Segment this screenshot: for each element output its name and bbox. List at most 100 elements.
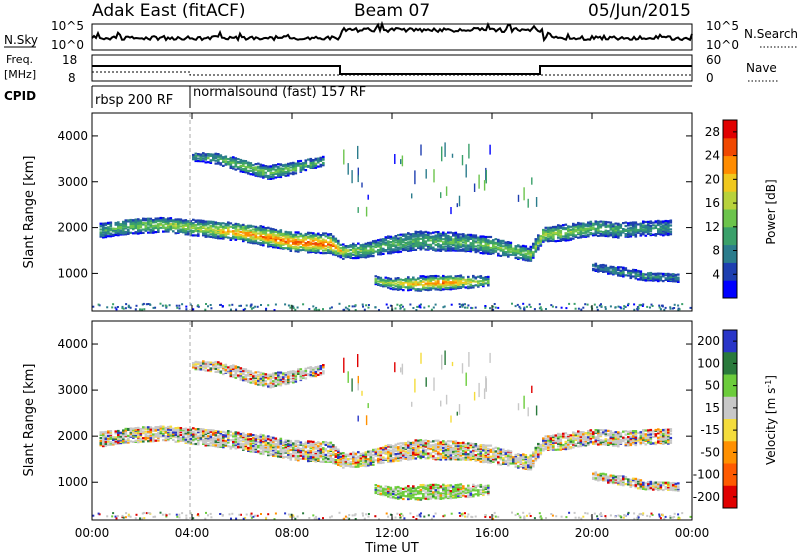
power-cell bbox=[457, 282, 460, 285]
power-cell bbox=[247, 238, 250, 241]
power-cell bbox=[312, 233, 315, 236]
velocity-cell bbox=[327, 454, 330, 458]
power-cell bbox=[579, 233, 583, 236]
power-cell bbox=[189, 225, 193, 228]
power-cell bbox=[234, 232, 238, 235]
power-cell bbox=[317, 243, 320, 246]
power-cell bbox=[277, 241, 280, 244]
velocity-cell bbox=[494, 458, 498, 461]
power-cell bbox=[407, 241, 410, 244]
velocity-cell bbox=[207, 439, 210, 442]
power-cell bbox=[139, 223, 143, 226]
velocity-cell bbox=[509, 462, 513, 465]
velocity-cell bbox=[417, 443, 420, 446]
power-cell bbox=[467, 304, 470, 307]
velocity-cell bbox=[437, 442, 440, 445]
power-cell bbox=[619, 230, 623, 233]
velocity-cell bbox=[459, 442, 463, 445]
power-cell bbox=[247, 241, 250, 244]
power-cell bbox=[152, 231, 155, 234]
power-cell bbox=[314, 233, 318, 236]
power-cell bbox=[389, 241, 393, 244]
power-cell bbox=[169, 227, 173, 230]
power-cell bbox=[369, 246, 373, 249]
velocity-cell bbox=[319, 448, 323, 451]
power-cell bbox=[154, 217, 158, 220]
power-cell bbox=[317, 245, 320, 248]
power-cell bbox=[529, 248, 533, 251]
power-cell bbox=[454, 249, 458, 252]
velocity-cell bbox=[287, 441, 290, 444]
power-cell bbox=[357, 167, 359, 177]
power-cell bbox=[487, 247, 490, 250]
power-cell bbox=[502, 242, 505, 245]
power-cell bbox=[287, 170, 290, 173]
power-cell bbox=[597, 264, 600, 268]
velocity-cell bbox=[339, 464, 343, 467]
power-cell bbox=[337, 248, 340, 251]
power-cell bbox=[289, 233, 293, 236]
power-cell bbox=[317, 159, 320, 162]
velocity-cell bbox=[397, 456, 400, 459]
power-cell bbox=[297, 248, 300, 252]
power-cell bbox=[434, 283, 438, 286]
power-cell bbox=[472, 279, 475, 282]
power-cell bbox=[433, 169, 435, 183]
power-cell bbox=[502, 252, 505, 255]
power-cell bbox=[262, 229, 265, 232]
velocity-cell bbox=[344, 457, 348, 460]
power-cell bbox=[252, 166, 255, 170]
velocity-cell bbox=[469, 445, 473, 448]
power-cell bbox=[429, 275, 433, 278]
power-cell bbox=[632, 271, 635, 274]
velocity-cell bbox=[214, 442, 218, 445]
power-cell bbox=[247, 234, 250, 237]
power-cell bbox=[212, 153, 215, 156]
power-cell bbox=[552, 237, 555, 240]
power-cell bbox=[442, 234, 445, 237]
power-cell bbox=[647, 227, 650, 230]
power-cell bbox=[444, 282, 448, 285]
station-title: Adak East (fitACF) bbox=[92, 1, 246, 21]
power-cell bbox=[117, 230, 120, 234]
power-cell bbox=[224, 158, 228, 161]
velocity-cell bbox=[237, 437, 240, 440]
power-cell bbox=[292, 166, 295, 169]
velocity-cell bbox=[254, 448, 258, 451]
power-cell bbox=[232, 230, 235, 233]
power-cell bbox=[487, 252, 490, 255]
velocity-cell bbox=[167, 425, 170, 429]
power-cell bbox=[414, 248, 418, 251]
power-cell bbox=[437, 232, 440, 235]
velocity-cell bbox=[179, 427, 183, 430]
power-cell bbox=[434, 249, 438, 252]
power-cell bbox=[329, 238, 333, 241]
power-cell bbox=[409, 242, 413, 245]
power-cell bbox=[184, 224, 188, 227]
velocity-cell bbox=[344, 464, 348, 467]
power-cell bbox=[219, 231, 223, 235]
power-cell bbox=[572, 224, 575, 227]
power-cell bbox=[487, 284, 490, 287]
power-cell bbox=[617, 305, 620, 308]
power-cell bbox=[313, 308, 316, 311]
power-cell bbox=[574, 235, 578, 238]
power-cell bbox=[132, 219, 135, 222]
velocity-cell bbox=[497, 456, 500, 460]
power-cell bbox=[651, 305, 654, 307]
power-cell bbox=[462, 235, 465, 238]
power-cell bbox=[377, 241, 380, 244]
power-cell bbox=[664, 274, 668, 277]
velocity-cell bbox=[332, 444, 335, 447]
power-cell bbox=[657, 272, 660, 275]
power-cell bbox=[417, 277, 420, 280]
power-cell bbox=[449, 277, 453, 280]
power-cell bbox=[659, 226, 663, 229]
power-cell bbox=[459, 283, 463, 286]
power-cell bbox=[449, 238, 453, 241]
power-cell bbox=[669, 306, 672, 309]
power-cell bbox=[297, 231, 300, 234]
velocity-cell bbox=[207, 438, 210, 441]
power-cell bbox=[419, 237, 423, 240]
velocity-cell bbox=[464, 457, 468, 460]
